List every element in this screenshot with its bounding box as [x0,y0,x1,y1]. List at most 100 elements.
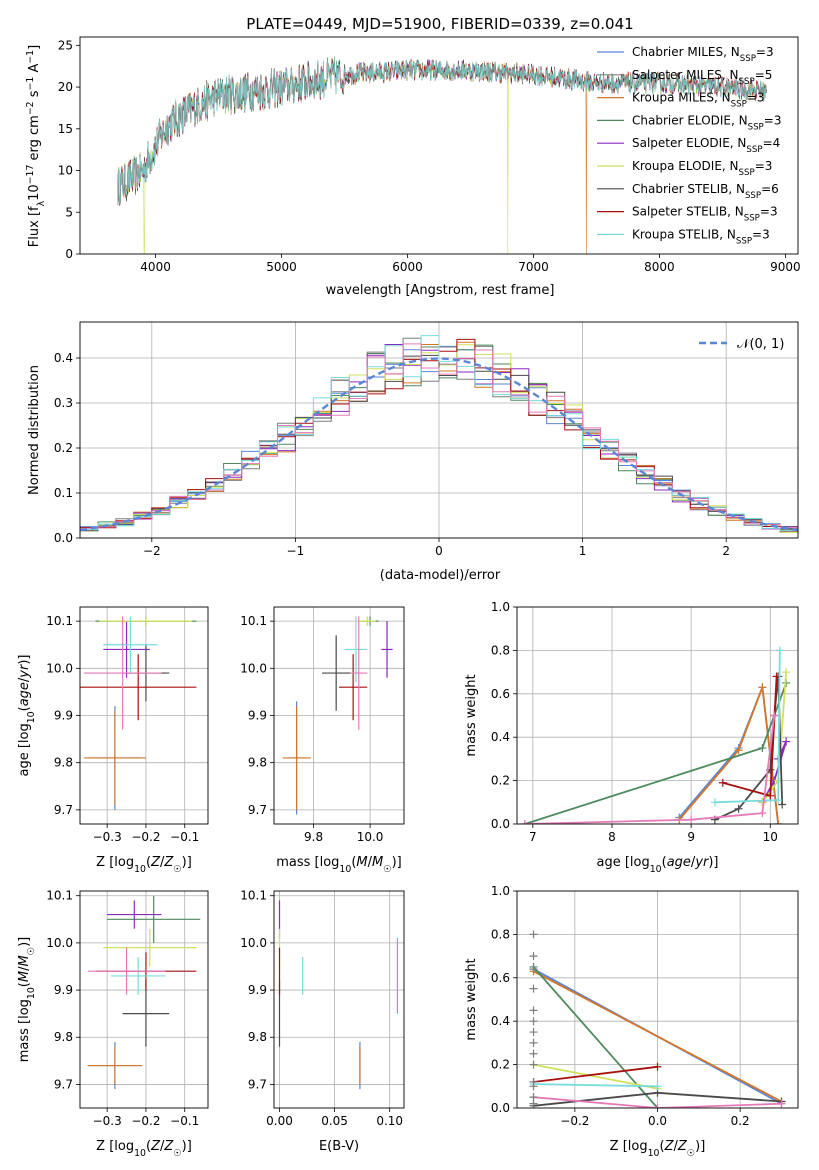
axes-frame [79,606,209,825]
y-axis-label: age [log10(age/yr)] [17,654,37,776]
weight-marker [529,1077,538,1086]
axes-frame [516,890,799,1109]
label-part: Flux [f [27,206,42,247]
x-tick-label: −0.3 [93,1114,122,1128]
y-tick-label: 5 [65,205,73,219]
label-part: 10 [339,864,351,875]
weight-marker [687,815,696,824]
label-part: Z [150,1139,161,1154]
legend-label: Salpeter STELIB, NSSP=3 [632,205,778,224]
x-tick-label: −0.2 [131,830,160,844]
x-tick-label: −0.1 [170,1114,199,1128]
y-tick-label: 25 [58,38,73,52]
x-axis-label: (data-model)/error [380,568,501,583]
x-tick-label: 0.10 [376,1114,403,1128]
y-tick-label: 0.4 [54,351,73,365]
y-tick-label: 10.1 [240,889,267,903]
weight-line-7 [533,1096,782,1108]
label-part: SSP [736,236,752,246]
x-tick-label: 9000 [770,260,801,274]
y-tick-label: 0 [65,247,73,261]
y-axis-label: mass weight [464,958,479,1040]
weight-line-1 [533,970,782,1103]
x-tick-label: 0.05 [321,1114,348,1128]
x-tick-label: 0.00 [266,1114,293,1128]
y-tick-label: 9.8 [248,1030,267,1044]
y-tick-label: 0.4 [491,730,510,744]
label-part: ( [351,855,356,870]
label-part: Salpeter ELODIE, N [632,136,746,150]
weight-marker [520,820,529,824]
y-axis-label: Normed distribution [27,365,42,495]
label-part: 10 [26,711,37,723]
y-tick-label: 0.8 [491,643,510,657]
label-part: ( [662,855,667,870]
plot-area [274,891,404,1108]
label-part: =5 [755,68,773,82]
weight-line-2 [524,682,787,824]
label-part: Z [677,1139,688,1154]
label-part: 10 [26,987,37,999]
y-tick-label: 9.9 [248,983,267,997]
label-part: )] [17,654,32,664]
x-tick-label: 5000 [266,260,297,274]
axes-frame [79,890,209,1109]
label-part: λ [36,200,47,206]
y-tick-label: 0.2 [491,1058,510,1072]
label-part: M [17,955,32,966]
label-part: Salpeter MILES, N [632,68,739,82]
legend-label: Chabrier ELODIE, NSSP=3 [632,113,781,132]
weight-marker [777,1099,786,1108]
label-part: Z [log [610,1139,648,1154]
label-part: SSP [745,191,761,201]
x-tick-label: 7000 [518,260,549,274]
y-tick-label: 9.9 [54,983,73,997]
label-part: 10 [134,864,146,875]
spectrum-line-8 [117,58,767,205]
y-tick-label: 9.8 [248,756,267,770]
label-part: Salpeter STELIB, N [632,205,744,219]
label-part: )] [17,937,32,947]
weight-marker [529,930,538,939]
y-tick-label: 10.1 [240,614,267,628]
weight-marker [758,744,767,753]
weight-line-8 [524,715,776,824]
y-tick-label: 0.2 [491,774,510,788]
plot-area [274,607,404,824]
legend-label: Kroupa ELODIE, NSSP=3 [632,159,772,178]
label-part: ☉ [173,864,181,875]
label-part: =3 [752,227,770,241]
legend-label: Chabrier STELIB, NSSP=6 [632,182,779,201]
weight-marker [770,711,779,720]
label-part: M [372,855,383,870]
axes-frame [273,606,405,825]
label-part: / [691,855,696,870]
weight-marker [758,683,767,692]
label-part: s [27,90,42,101]
y-tick-label: 9.9 [248,709,267,723]
label-part: =3 [755,159,773,173]
weight-marker [529,1060,538,1069]
x-tick-label: 10.0 [357,830,384,844]
label-part: Z [163,855,174,870]
label-part: / [160,1139,165,1154]
label-part: SSP [739,77,755,87]
x-tick-label: −0.2 [131,1114,160,1128]
x-axis-label: E(B-V) [319,1139,359,1154]
panel-mass_vs_ebv: 0.00 0.05 0.10 9.7 9.8 9.9 10.0 10.1 E(B-V) [240,889,405,1154]
x-tick-label: −0.1 [170,830,199,844]
plot-area [517,607,798,824]
label-part: −1 [25,77,36,91]
weight-marker [529,984,538,993]
x-axis-label: Z [log10(Z/Z☉)] [96,1139,192,1159]
y-axis-label: mass weight [464,674,479,756]
label-part: / [17,677,32,682]
y-tick-label: 0.8 [491,927,510,941]
weight-marker [529,952,538,961]
plot-area [80,607,208,824]
label-part: Kroupa ELODIE, N [632,159,739,173]
weight-marker [782,668,791,677]
y-tick-label: 9.8 [54,756,73,770]
y-tick-label: 9.7 [54,1077,73,1091]
